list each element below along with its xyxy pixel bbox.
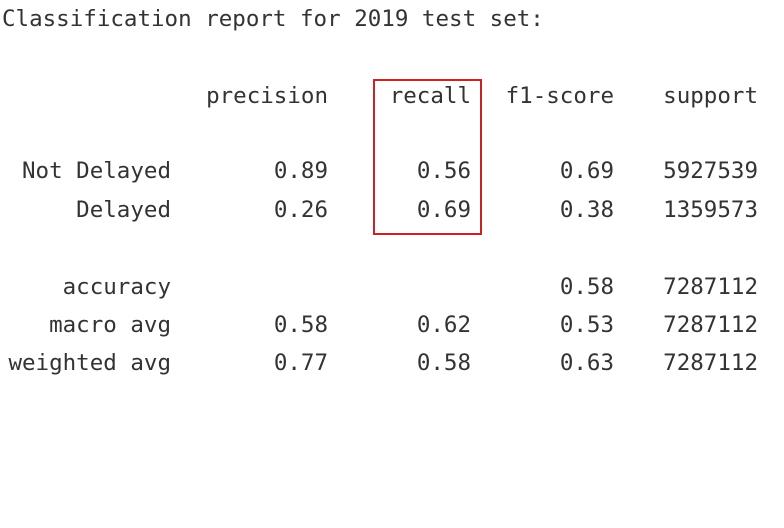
row-f1-score: 0.38 [559,197,614,223]
row-recall: 0.56 [416,158,471,184]
row-f1-score: 0.58 [559,274,614,300]
row-precision: 0.77 [273,350,328,376]
row-f1-score: 0.69 [559,158,614,184]
header-recall: recall [389,83,471,109]
report-row-weighted-avg: weighted avg 0.77 0.58 0.63 7287112 [0,348,784,378]
row-precision: 0.26 [273,197,328,223]
row-precision [171,272,328,302]
row-support: 7287112 [663,312,758,338]
row-precision: 0.58 [273,312,328,338]
row-recall [328,272,471,302]
report-row-not-delayed: Not Delayed 0.89 0.56 0.69 5927539 [0,156,784,186]
report-row-macro-avg: macro avg 0.58 0.62 0.53 7287112 [0,310,784,340]
report-row-accuracy: accuracy 0.58 7287112 [0,272,784,302]
row-support: 7287112 [663,350,758,376]
row-recall: 0.62 [416,312,471,338]
header-precision: precision [206,83,328,109]
row-support: 7287112 [663,274,758,300]
row-label: macro avg [49,312,171,338]
header-f1-score: f1-score [505,83,614,109]
header-support: support [663,83,758,109]
row-f1-score: 0.63 [559,350,614,376]
row-label: Delayed [76,197,171,223]
row-f1-score: 0.53 [559,312,614,338]
report-row-delayed: Delayed 0.26 0.69 0.38 1359573 [0,195,784,225]
row-label: weighted avg [8,350,171,376]
row-label: Not Delayed [21,158,171,184]
row-support: 5927539 [663,158,758,184]
row-precision: 0.89 [273,158,328,184]
row-label: accuracy [62,274,171,300]
report-header-row: precision recall f1-score support [0,81,784,111]
row-recall: 0.69 [416,197,471,223]
row-recall: 0.58 [416,350,471,376]
row-support: 1359573 [663,197,758,223]
report-title: Classification report for 2019 test set: [2,6,544,32]
